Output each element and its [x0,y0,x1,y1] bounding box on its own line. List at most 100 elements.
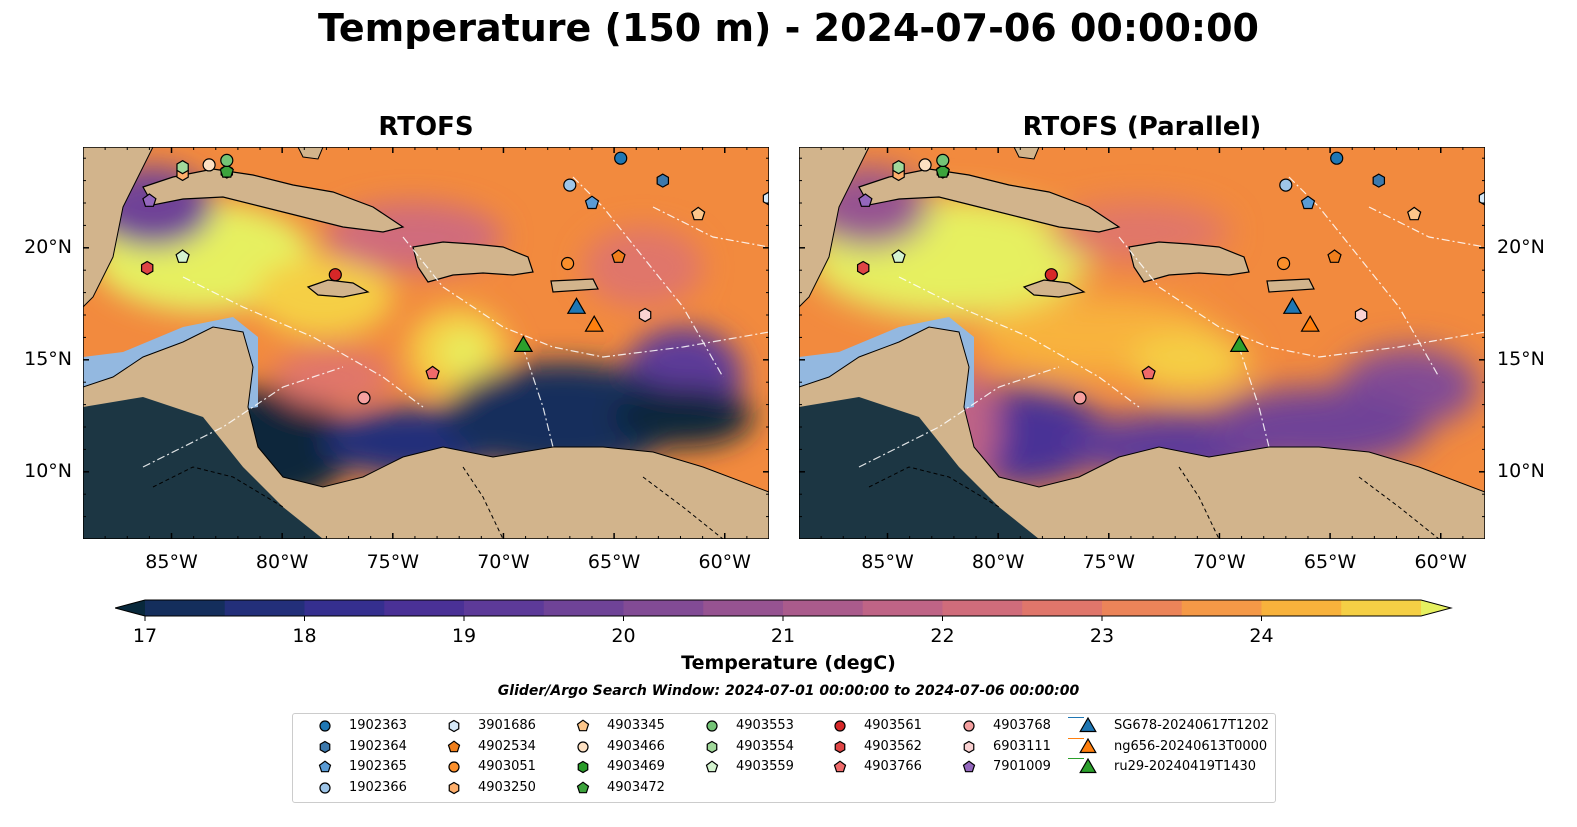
colorbar: 17 18 19 20 21 22 23 24 [115,599,1453,647]
map-panel-rtofs[interactable] [83,147,769,539]
legend-marker [962,760,976,773]
legend-marker [447,739,461,752]
colorbar-segment [623,600,704,616]
argo-float-4903472 [219,164,234,178]
legend-marker [834,740,846,753]
lat-tick-label: 20°N [1497,235,1545,258]
legend-marker [706,740,718,753]
legend-marker [576,780,590,793]
argo-float-4903345 [1407,206,1422,221]
legend-marker [319,740,331,753]
legend-marker [1068,717,1097,733]
lon-tick-label: 65°W [587,551,641,573]
legend-label: 4903554 [736,738,794,754]
legend-label: 3901686 [478,718,536,733]
markers-rtofs-parallel [856,151,1485,405]
argo-float-1902365 [584,195,600,210]
colorbar-segment [1261,600,1342,616]
colorbar-tick-label: 24 [1249,625,1273,647]
legend-label: 4902534 [478,738,536,754]
colorbar-tick-label: 21 [771,625,795,647]
figure-title: Temperature (150 m) - 2024-07-06 00:00:0… [317,6,1259,50]
argo-float-4903559 [175,249,190,263]
legend-label: 7901009 [993,759,1051,774]
pacific-cold [83,397,323,539]
land-mexico [799,147,870,308]
argo-float-4903766 [425,365,440,380]
lat-tick-label: 15°N [1497,347,1545,370]
legend-label: 4903051 [478,759,536,774]
colorbar-segment [942,600,1023,616]
legend-label: 1902365 [349,759,407,774]
lat-tick-label: 10°N [24,459,72,482]
glider-SG678-20240617T1202 [566,297,587,314]
argo-float-1902365 [1300,195,1316,210]
argo-float-1902366 [1279,178,1293,192]
legend-marker [448,761,460,773]
argo-float-4903554 [176,160,189,175]
lon-tick-label: 80°W [971,551,1025,573]
argo-float-4903466 [918,158,932,172]
map-panel-rtofs-parallel[interactable] [799,147,1485,539]
land-hispaniola [412,241,534,283]
argo-float-4902534 [1327,249,1342,263]
argo-float-4903561 [1044,268,1058,282]
legend-marker [576,719,590,732]
legend-marker [319,720,331,732]
legend-label: 4903559 [736,759,794,774]
lon-tick-label: 70°W [477,551,530,573]
legend-marker [963,740,975,753]
legend: 1902363 1902364 1902365 1902366 3901686 49025… [292,713,1276,803]
colorbar-tick-label: 23 [1090,625,1114,647]
legend-marker [1068,737,1097,753]
argo-float-1902363 [1330,151,1344,165]
argo-float-7901009 [858,193,873,207]
legend-marker [577,760,589,774]
colorbar-segment [1181,600,1262,616]
glider-ng656-20240613T0000 [584,314,604,332]
legend-marker [448,719,460,733]
lon-tick-label: 65°W [1303,551,1357,573]
legend-marker [318,760,332,773]
argo-float-6903111 [1354,307,1368,323]
argo-float-4903051 [1277,256,1291,271]
argo-float-4903554 [892,160,905,175]
argo-float-4903559 [891,249,906,263]
legend-label: 1902363 [349,718,407,733]
lat-tick-label: 20°N [24,235,72,258]
lon-tick-label: 75°W [1082,551,1136,573]
argo-float-4903768 [357,391,371,405]
markers-rtofs [140,151,769,405]
colorbar-segment [145,600,226,616]
glider-ru29-20240419T1430 [513,335,534,352]
land-hispaniola [1128,241,1250,283]
legend-label: 1902366 [349,779,407,795]
argo-float-1902363 [614,151,628,165]
legend-label: 4903472 [607,779,665,795]
colorbar-segment [304,600,385,616]
colorbar-segment [862,600,943,616]
argo-float-6903111 [638,307,652,323]
argo-float-4903561 [328,268,342,282]
legend-marker [319,781,331,794]
lon-tick-label: 60°W [698,551,751,573]
colorbar-segment [543,600,624,616]
lon-tick-label: 70°W [1193,551,1246,573]
glider-ru29-20240419T1430 [1229,335,1250,352]
colorbar-extend-min [115,600,145,616]
tick-marks [799,147,1485,539]
colorbar-tick-label: 17 [133,625,157,647]
land-puerto-rico [550,278,599,293]
glider-ng656-20240613T0000 [1300,314,1320,332]
glider-SG678-20240617T1202 [1282,297,1303,314]
legend-marker [705,760,719,773]
legend-marker [833,760,847,773]
colorbar-segment [224,600,305,616]
colorbar-label: Temperature (degC) [681,652,896,674]
legend-label: 4903469 [607,759,665,774]
land-puerto-rico [1266,278,1315,293]
colorbar-segment [1022,600,1103,616]
legend-marker [834,720,846,732]
argo-float-4903466 [202,158,216,172]
argo-float-4903051 [561,256,575,271]
